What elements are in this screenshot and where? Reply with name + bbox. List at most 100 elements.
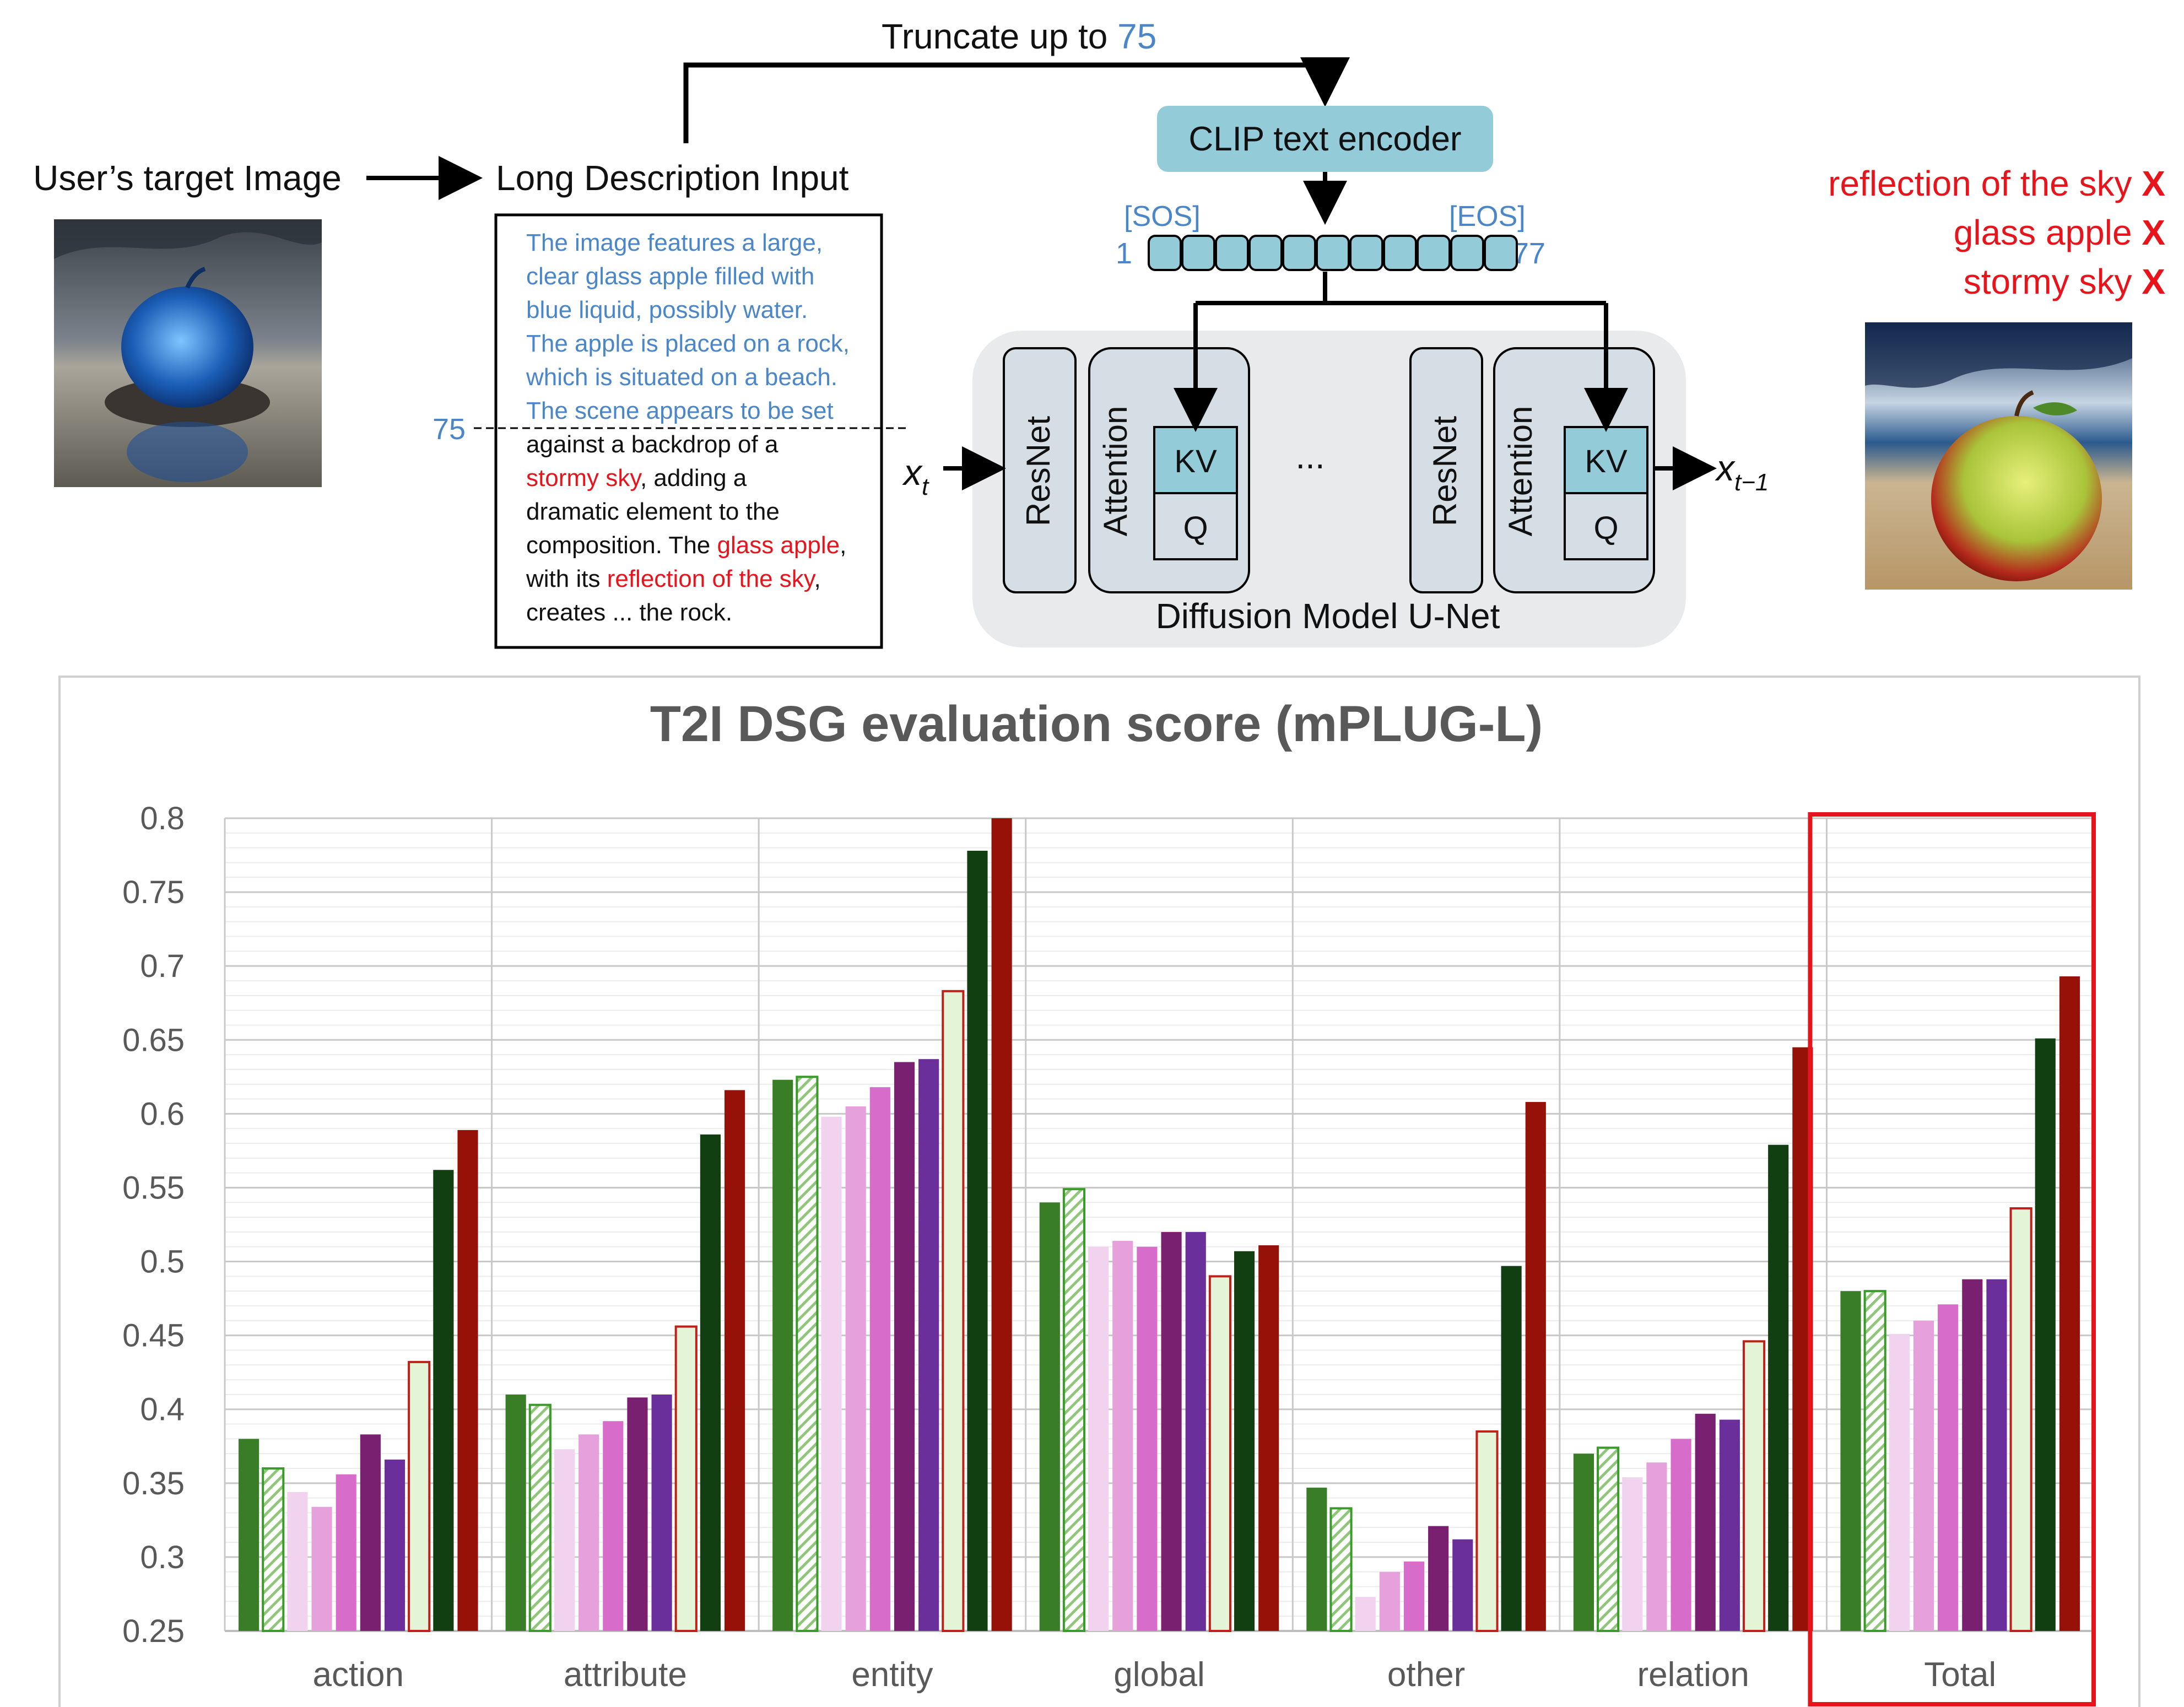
bar — [1088, 1246, 1109, 1631]
truncate-label: Truncate up to 75 — [882, 17, 1156, 56]
bar — [1306, 1487, 1327, 1631]
description-line: The scene appears to be set — [526, 397, 834, 424]
missing-x-icon: X — [2142, 164, 2165, 203]
bar — [821, 1116, 842, 1631]
bar — [796, 1076, 819, 1633]
bar — [627, 1397, 648, 1631]
token-end: 77 — [1512, 237, 1545, 270]
description-segment: dramatic element to the — [526, 498, 780, 525]
description-segment: creates ... the rock. — [526, 599, 732, 626]
token-strip — [1148, 235, 1518, 271]
q-label: Q — [1593, 510, 1618, 546]
x-t1-label: xt−1 — [1715, 447, 1769, 496]
description-line: dramatic element to the — [526, 498, 780, 525]
bar — [603, 1421, 624, 1631]
unet-block-right: ResNet Attention KV Q — [1409, 303, 1655, 593]
token-cell — [1316, 235, 1350, 271]
kv-label: KV — [1585, 444, 1628, 479]
missing-concept: reflection of the sky X — [1828, 164, 2165, 203]
q-box — [1153, 492, 1238, 560]
y-tick-label: 0.65 — [122, 1022, 185, 1058]
missing-concept-text: stormy sky — [1964, 262, 2142, 301]
y-tick-label: 0.7 — [140, 948, 185, 984]
description-segment: , adding a — [640, 464, 747, 491]
token-cell — [1450, 235, 1484, 271]
bar — [2059, 976, 2080, 1631]
generated-image — [1865, 322, 2132, 590]
description-segment: against a backdrop of a — [526, 431, 779, 458]
y-tick-label: 0.45 — [122, 1318, 185, 1354]
user-target-label: User’s target Image — [33, 158, 342, 198]
eos-label: [EOS] — [1449, 201, 1526, 233]
token-cell — [1248, 235, 1283, 271]
missing-concept-text: reflection of the sky — [1828, 164, 2142, 203]
x-tick-label: Total — [1924, 1656, 1996, 1694]
bar — [1185, 1231, 1206, 1631]
kv-label: KV — [1174, 444, 1217, 479]
bar — [1039, 1202, 1060, 1631]
bar — [942, 990, 965, 1632]
bar — [1112, 1241, 1133, 1631]
token-cell — [1215, 235, 1249, 271]
token-cell — [1349, 235, 1383, 271]
truncate-arrow — [683, 57, 1350, 143]
bar — [1329, 1507, 1353, 1633]
description-segment: glass apple — [717, 532, 840, 559]
description-line: clear glass apple filled with — [526, 263, 814, 290]
bar — [1986, 1279, 2007, 1631]
bar — [2009, 1207, 2032, 1632]
description-segment: composition. The — [526, 532, 717, 559]
description-text: The image features a large, clear glass a… — [526, 229, 850, 626]
x-tick-label: action — [313, 1656, 404, 1694]
x-tick-label: attribute — [564, 1656, 687, 1694]
missing-concept: stormy sky X — [1964, 262, 2166, 301]
bar — [674, 1325, 698, 1632]
bar — [967, 851, 988, 1631]
kv-box — [1564, 426, 1648, 494]
bar — [1062, 1188, 1086, 1633]
description-line: composition. The glass apple, — [526, 532, 846, 559]
resnet-label: ResNet — [1020, 416, 1057, 526]
q-label: Q — [1183, 510, 1208, 546]
bar — [1962, 1279, 1983, 1631]
bar — [1840, 1291, 1861, 1631]
description-line: stormy sky, adding a — [526, 464, 747, 491]
clip-encoder-box — [1157, 106, 1493, 172]
missing-concept: glass apple X — [1954, 213, 2166, 252]
missing-x-icon: X — [2142, 262, 2165, 301]
unet-label: Diffusion Model U-Net — [1156, 596, 1500, 636]
y-tick-label: 0.55 — [122, 1170, 185, 1206]
chart-title: T2I DSG evaluation score (mPLUG-L) — [650, 696, 1543, 752]
y-tick-label: 0.4 — [140, 1392, 185, 1428]
bar — [1573, 1454, 1594, 1631]
pipeline-diagram: Truncate up to 75 User’s target Image Lo… — [33, 17, 2165, 649]
description-segment: , — [840, 532, 846, 559]
bar — [579, 1434, 599, 1631]
y-tick-label: 0.8 — [140, 801, 185, 836]
bar — [869, 1087, 890, 1631]
target-image — [54, 219, 322, 487]
bar — [1355, 1597, 1376, 1631]
token-branch — [1196, 272, 1606, 305]
bar — [433, 1170, 454, 1631]
bar — [360, 1434, 381, 1631]
description-line: against a backdrop of a — [526, 431, 779, 458]
token-cell — [1383, 235, 1417, 271]
ellipsis: ... — [1295, 436, 1325, 476]
bar — [505, 1394, 526, 1631]
bar — [528, 1403, 552, 1633]
x-tick-label: other — [1387, 1656, 1465, 1694]
bar — [554, 1449, 575, 1631]
description-line: The image features a large, — [526, 229, 823, 256]
clip-label: CLIP text encoder — [1188, 120, 1461, 158]
cut-label: 75 — [433, 413, 466, 446]
x-t-label: xt — [902, 452, 929, 500]
bar — [1742, 1340, 1766, 1632]
bar — [1475, 1430, 1499, 1633]
bar — [262, 1467, 285, 1632]
description-segment: blue liquid, possibly water. — [526, 296, 808, 323]
description-segment: The apple is placed on a rock, — [526, 330, 850, 357]
bar — [457, 1130, 478, 1631]
